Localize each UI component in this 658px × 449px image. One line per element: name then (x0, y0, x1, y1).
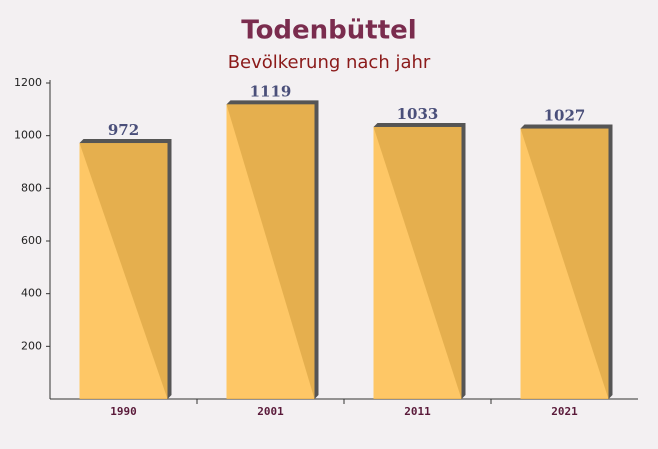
bar (79, 143, 168, 399)
y-tick-label: 1200 (14, 76, 42, 89)
x-tick-label: 2021 (551, 405, 578, 418)
bar (226, 104, 315, 399)
bar (373, 126, 462, 399)
y-tick-label: 800 (21, 181, 42, 194)
chart-subtitle: Bevölkerung nach jahr (228, 52, 431, 73)
value-label: 1119 (250, 82, 292, 100)
x-tick-label: 2001 (257, 405, 284, 418)
y-tick-label: 200 (21, 339, 42, 352)
value-label: 1027 (544, 107, 586, 125)
bar (520, 128, 609, 399)
y-tick-label: 1000 (14, 129, 42, 142)
y-tick-label: 600 (21, 234, 42, 247)
y-tick-label: 400 (21, 287, 42, 300)
value-label: 1033 (397, 105, 439, 123)
x-tick-label: 2011 (404, 405, 431, 418)
value-label: 972 (108, 121, 139, 139)
x-tick-label: 1990 (110, 405, 137, 418)
chart-title: Todenbüttel (241, 16, 416, 46)
